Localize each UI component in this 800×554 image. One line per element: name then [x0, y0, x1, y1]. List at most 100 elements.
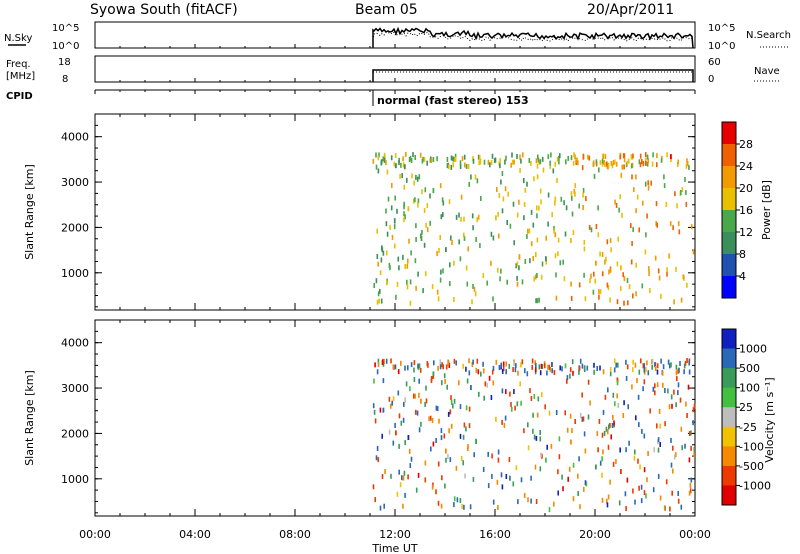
- power-data-point: [645, 160, 647, 166]
- velocity-echo-point: [415, 409, 417, 415]
- power-echo-point: [439, 183, 442, 189]
- power-echo-point: [560, 196, 563, 202]
- velocity-echo-point: [656, 369, 659, 375]
- power-echo-point: [450, 155, 453, 161]
- power-echo-point: [541, 261, 544, 267]
- velocity-echo-point: [678, 367, 680, 373]
- power-echo-point: [676, 203, 678, 209]
- velocity-echo-point: [531, 358, 534, 364]
- velocity-echo-point: [388, 396, 391, 402]
- velocity-echo-point: [640, 498, 643, 504]
- velocity-echo-point: [385, 358, 388, 364]
- velocity-echo-point: [550, 443, 553, 449]
- power-echo-point: [553, 228, 555, 234]
- power-echo-point: [574, 183, 576, 189]
- power-echo-point: [678, 229, 681, 235]
- power-echo-point: [610, 161, 613, 166]
- power-echo-point: [464, 162, 466, 168]
- velocity-echo-point: [659, 423, 661, 429]
- velocity-echo-point: [498, 365, 501, 370]
- velocity-echo-point: [654, 362, 656, 368]
- velocity-echo-point: [566, 378, 568, 384]
- velocity-echo-point: [426, 361, 429, 367]
- velocity-echo-point: [472, 359, 474, 365]
- power-echo-point: [491, 153, 494, 159]
- power-echo-point: [449, 281, 451, 287]
- power-echo-point: [412, 152, 414, 158]
- velocity-echo-point: [500, 472, 503, 478]
- velocity-colorbar-segment: [722, 348, 736, 369]
- velocity-echo-point: [440, 428, 443, 434]
- velocity-echo-point: [441, 362, 443, 368]
- velocity-echo-point: [616, 393, 618, 399]
- power-echo-point: [685, 201, 688, 207]
- power-data-point: [545, 256, 547, 262]
- velocity-echo-point: [437, 500, 440, 506]
- velocity-echo-point: [384, 469, 386, 474]
- velocity-data-point: [545, 457, 547, 463]
- power-echo-point: [617, 236, 619, 242]
- velocity-echo-point: [410, 456, 413, 462]
- velocity-echo-point: [561, 366, 563, 372]
- power-data-point: [382, 156, 385, 162]
- velocity-echo-point: [646, 360, 648, 366]
- power-data-point: [495, 215, 497, 221]
- power-echo-point: [516, 212, 519, 218]
- velocity-echo-point: [508, 457, 511, 462]
- velocity-echo-point: [657, 473, 660, 479]
- power-echo-point: [597, 205, 599, 211]
- power-echo-point: [490, 160, 493, 165]
- power-echo-point: [394, 218, 396, 224]
- velocity-echo-point: [437, 365, 439, 371]
- velocity-echo-point: [527, 445, 530, 451]
- power-echo-point: [402, 254, 404, 260]
- velocity-echo-point: [549, 366, 552, 372]
- velocity-echo-point: [581, 363, 584, 369]
- power-echo-point: [398, 160, 400, 166]
- power-echo-point: [500, 179, 502, 185]
- velocity-echo-point: [396, 491, 399, 497]
- power-echo-point: [535, 158, 538, 164]
- power-echo-point: [564, 231, 567, 237]
- velocity-echo-point: [662, 364, 665, 370]
- velocity-echo-point: [634, 362, 637, 368]
- power-echo-point: [467, 246, 469, 252]
- power-colorbar-tick-label: 20: [739, 182, 753, 195]
- power-echo-point: [407, 258, 409, 264]
- velocity-echo-point: [465, 405, 468, 411]
- velocity-echo-point: [623, 400, 625, 406]
- power-echo-point: [601, 158, 604, 164]
- velocity-data-point: [670, 362, 672, 368]
- velocity-echo-point: [461, 504, 463, 509]
- power-echo-point: [570, 155, 573, 161]
- power-echo-point: [504, 186, 507, 192]
- velocity-echo-point: [419, 367, 422, 373]
- x-tick-label: 04:00: [179, 528, 211, 541]
- velocity-echo-point: [428, 416, 430, 422]
- velocity-echo-point: [609, 371, 612, 377]
- velocity-echo-point: [652, 386, 655, 392]
- power-echo-point: [537, 154, 539, 160]
- velocity-echo-point: [607, 494, 610, 500]
- power-echo-point: [675, 266, 677, 272]
- velocity-echo-point: [584, 480, 587, 486]
- velocity-echo-point: [445, 364, 448, 370]
- power-echo-point: [526, 234, 528, 239]
- power-echo-point: [423, 156, 426, 162]
- power-echo-point: [505, 155, 507, 161]
- power-echo-point: [554, 196, 557, 202]
- power-echo-point: [408, 238, 410, 244]
- velocity-echo-point: [617, 402, 620, 408]
- velocity-echo-point: [622, 413, 625, 418]
- velocity-ytick-label: 3000: [61, 382, 89, 395]
- power-echo-point: [583, 246, 586, 252]
- velocity-echo-point: [651, 364, 653, 370]
- power-echo-point: [555, 295, 558, 301]
- velocity-colorbar-segment: [722, 485, 736, 506]
- velocity-echo-point: [496, 479, 499, 485]
- power-echo-point: [594, 278, 596, 284]
- power-echo-point: [398, 265, 400, 271]
- power-echo-point: [528, 158, 531, 163]
- power-echo-point: [402, 156, 404, 162]
- power-ytick-label: 3000: [61, 176, 89, 189]
